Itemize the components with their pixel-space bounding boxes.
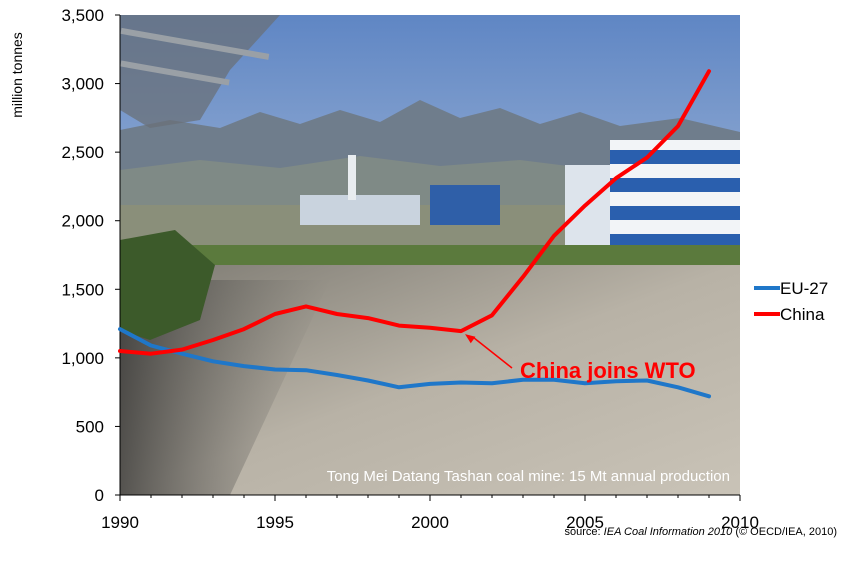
series-line-eu-27: [118, 327, 711, 399]
annotation-arrow-head: [465, 334, 476, 344]
x-tick-label: 2005: [566, 513, 604, 532]
annotation-arrow: [472, 336, 513, 369]
series-lines: [118, 69, 711, 399]
source-note: source: IEA Coal Information 2010 (© OEC…: [565, 526, 837, 538]
x-axis-ticks: 1990 1995 2000 2005 2010: [101, 495, 759, 532]
y-tick-label: 3,000: [61, 75, 104, 94]
y-tick-label: 1,000: [61, 349, 104, 368]
source-prefix: source:: [564, 526, 604, 538]
legend-label: China: [780, 305, 825, 324]
y-axis-ticks: 0 500 1,000 1,500 2,000 2,500 3,000 3,500: [61, 6, 120, 505]
x-tick-label: 1990: [101, 513, 139, 532]
legend-label: EU-27: [780, 279, 828, 298]
source-suffix: (© OECD/IEA, 2010): [732, 526, 837, 538]
wto-annotation: China joins WTO: [465, 334, 696, 383]
series-line-china: [118, 69, 711, 356]
legend: EU-27 China: [754, 279, 828, 324]
y-tick-label: 1,500: [61, 280, 104, 299]
source-title: IEA Coal Information 2010: [603, 526, 733, 538]
x-tick-label: 1995: [256, 513, 294, 532]
y-tick-label: 500: [76, 417, 104, 436]
y-tick-label: 3,500: [61, 6, 104, 25]
background-photo: [120, 15, 740, 495]
x-tick-label: 2010: [721, 513, 759, 532]
y-axis-label: million tonnes: [9, 32, 25, 118]
y-tick-label: 0: [95, 486, 104, 505]
y-tick-label: 2,500: [61, 143, 104, 162]
annotation-text: China joins WTO: [520, 358, 696, 383]
x-tick-label: 2000: [411, 513, 449, 532]
background-caption: Tong Mei Datang Tashan coal mine: 15 Mt …: [327, 468, 730, 485]
y-tick-label: 2,000: [61, 212, 104, 231]
